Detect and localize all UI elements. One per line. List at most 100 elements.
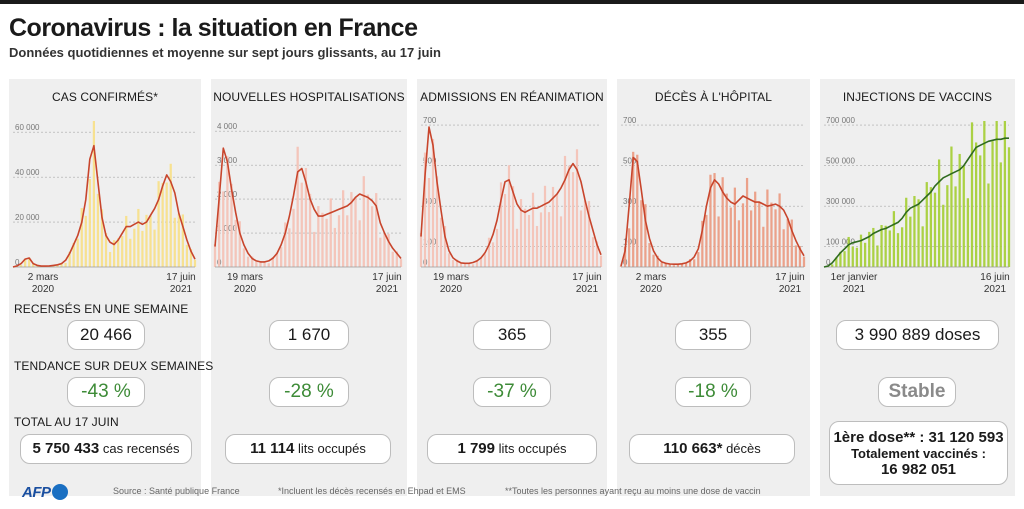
daily-bar (937, 159, 941, 267)
daily-bar (435, 176, 439, 267)
daily-bar (987, 183, 990, 267)
x-start-year: 2020 (440, 284, 463, 295)
x-start-date: 19 mars (433, 272, 469, 283)
daily-bar (859, 234, 863, 267)
daily-bar (758, 202, 761, 267)
daily-bar (676, 263, 680, 267)
daily-bar (288, 228, 291, 267)
total-deaths: 110 663* décès (629, 434, 795, 464)
daily-bar (32, 264, 35, 267)
daily-bar (790, 219, 793, 267)
x-end-year: 2021 (779, 284, 802, 295)
daily-bar (419, 232, 423, 267)
daily-bar (129, 238, 132, 267)
daily-bar (96, 193, 100, 267)
vaccination-totals: 1ère dose** : 31 120 593 Totalement vacc… (829, 421, 1008, 485)
daily-bar (851, 246, 854, 267)
y-tick-label: 500 (623, 157, 637, 166)
daily-bar (754, 191, 757, 267)
daily-bar (304, 167, 308, 267)
daily-bar (399, 259, 403, 267)
trend-cases: -43 % (67, 377, 145, 407)
daily-bar (354, 197, 357, 267)
daily-bar (929, 187, 933, 267)
daily-bar (296, 146, 299, 267)
daily-bar (157, 181, 160, 267)
daily-bar (668, 263, 671, 267)
panel-title: CAS CONFIRMÉS* (51, 90, 159, 104)
daily-bar (271, 257, 275, 267)
daily-bar (145, 214, 148, 267)
daily-bar (137, 208, 140, 267)
daily-bar (459, 263, 463, 267)
daily-bar (917, 199, 920, 267)
daily-bar (725, 193, 728, 267)
seven-day-average-line (823, 137, 1009, 268)
daily-bar (632, 151, 635, 267)
daily-bar (648, 243, 651, 267)
daily-bar (950, 146, 953, 267)
y-tick-label: 4 000 (217, 122, 238, 131)
daily-bar (383, 233, 386, 267)
daily-bar (439, 217, 443, 267)
daily-bar (350, 192, 353, 267)
row-label-trend: TENDANCE SUR DEUX SEMAINES (14, 359, 214, 373)
daily-bar (121, 236, 124, 267)
daily-bar (876, 245, 879, 267)
daily-bar (656, 255, 659, 267)
daily-bar (575, 149, 579, 267)
daily-bar (104, 233, 108, 267)
panel-cases: CAS CONFIRMÉS* 0 20 000 40 000 60 000 2 mars… (9, 79, 201, 496)
daily-bar (88, 179, 91, 267)
total-hospitalisations: 11 114 lits occupés (225, 434, 391, 464)
daily-bar (729, 207, 732, 267)
daily-bar (933, 192, 937, 267)
daily-bar (1007, 147, 1011, 267)
daily-bar (149, 215, 152, 267)
daily-bar (896, 233, 900, 267)
seven-day-average-line (420, 126, 602, 265)
daily-bar (313, 231, 316, 267)
daily-bar (999, 162, 1002, 267)
trend-deaths: -18 % (675, 377, 751, 407)
daily-bar (76, 238, 79, 267)
daily-bar (884, 225, 887, 267)
daily-bar (84, 215, 87, 267)
daily-bar (391, 251, 394, 267)
x-start-year: 2020 (32, 284, 55, 295)
y-tick-label: 20 000 (15, 213, 40, 222)
y-tick-label: 60 000 (15, 123, 40, 132)
x-end-date: 17 juin (166, 272, 195, 283)
daily-bar (267, 263, 270, 267)
daily-bar (721, 177, 724, 267)
daily-bar (366, 194, 370, 267)
daily-bar (652, 254, 655, 267)
daily-bar (515, 228, 519, 267)
fully-vaccinated-number: 16 982 051 (880, 461, 957, 478)
daily-bar (979, 155, 982, 267)
footer-note-2: **Toutes les personnes ayant reçu au moi… (505, 486, 761, 496)
daily-bar (451, 260, 455, 267)
daily-bar (762, 226, 765, 267)
daily-bar (395, 251, 399, 267)
daily-bar (72, 242, 75, 267)
total-hospitalisations-unit: lits occupés (297, 441, 366, 456)
panel-title: NOUVELLES HOSPITALISATIONS (213, 90, 405, 104)
daily-bar (831, 264, 834, 267)
daily-bar (431, 139, 435, 267)
daily-bar (246, 256, 250, 267)
daily-bar (855, 247, 859, 267)
y-tick-label: 100 000 (826, 238, 855, 247)
trend-vaccines: Stable (878, 377, 956, 407)
panel-title: DÉCÈS À L'HÔPITAL (654, 90, 773, 104)
daily-bar (995, 121, 998, 267)
daily-bar (595, 241, 599, 267)
daily-bar (173, 217, 176, 267)
daily-bar (463, 262, 467, 267)
daily-bar (571, 172, 575, 267)
daily-bar (660, 262, 663, 267)
x-end-date: 16 juin (980, 272, 1009, 283)
daily-bar (370, 206, 374, 267)
daily-bar (913, 196, 916, 267)
daily-bar (108, 251, 112, 267)
